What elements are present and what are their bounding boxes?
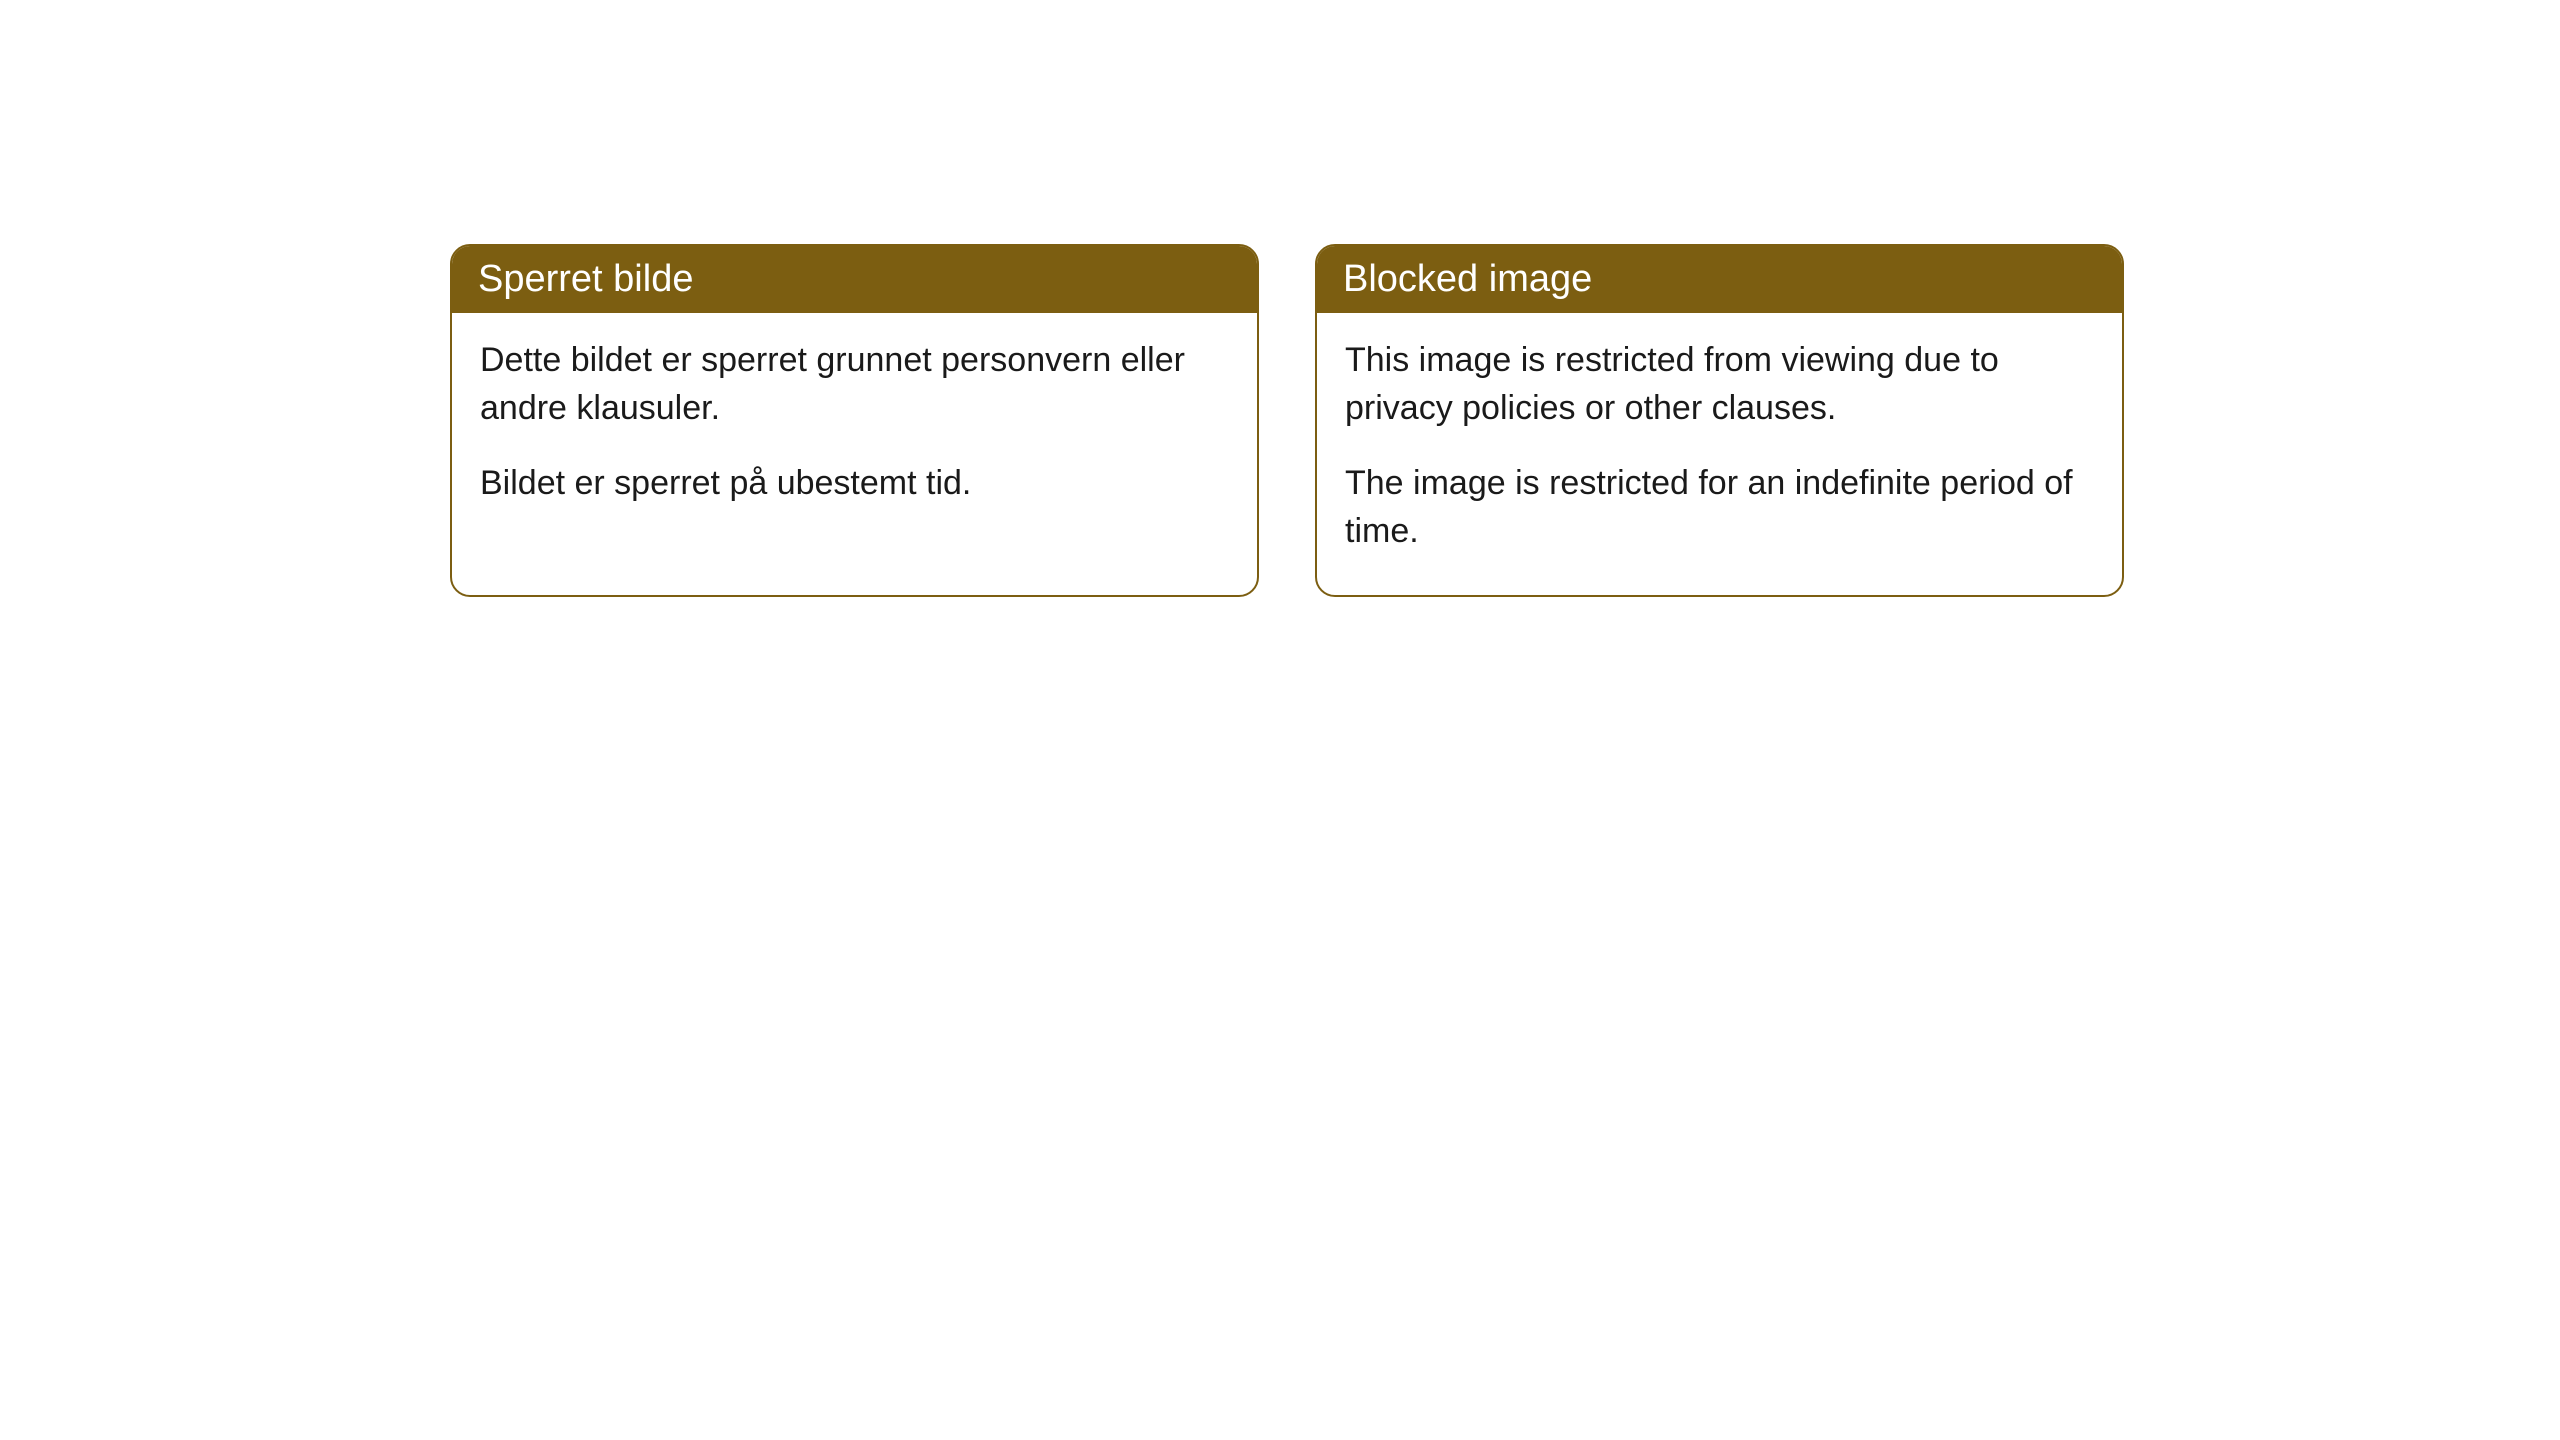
cards-container: Sperret bilde Dette bildet er sperret gr… [450,244,2124,597]
card-paragraph-2-no: Bildet er sperret på ubestemt tid. [480,460,1229,508]
card-title-no: Sperret bilde [478,258,693,300]
card-title-en: Blocked image [1343,258,1592,300]
blocked-image-card-en: Blocked image This image is restricted f… [1315,244,2124,597]
card-header-no: Sperret bilde [452,246,1257,313]
card-header-en: Blocked image [1317,246,2122,313]
card-paragraph-1-en: This image is restricted from viewing du… [1345,337,2094,432]
card-body-en: This image is restricted from viewing du… [1317,313,2122,595]
card-paragraph-2-en: The image is restricted for an indefinit… [1345,460,2094,555]
card-paragraph-1-no: Dette bildet er sperret grunnet personve… [480,337,1229,432]
blocked-image-card-no: Sperret bilde Dette bildet er sperret gr… [450,244,1259,597]
card-body-no: Dette bildet er sperret grunnet personve… [452,313,1257,548]
